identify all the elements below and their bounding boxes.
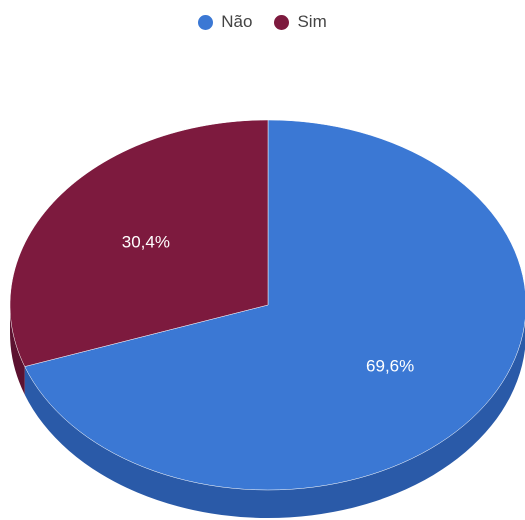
legend-label-nao: Não	[221, 12, 253, 31]
legend-item-sim[interactable]: Sim	[274, 12, 327, 32]
legend: Não Sim	[0, 12, 525, 32]
pie-side-1	[10, 305, 25, 395]
legend-swatch-nao	[198, 14, 214, 30]
pie-side-0	[24, 320, 525, 518]
legend-label-sim: Sim	[297, 12, 327, 31]
pie-slice-0[interactable]	[24, 119, 525, 491]
legend-item-nao[interactable]: Não	[198, 12, 252, 32]
pie-slice-1[interactable]	[9, 119, 269, 367]
pie-slice-label-0: 69,6%	[366, 356, 414, 375]
pie-slice-label-1: 30,4%	[122, 233, 170, 252]
legend-swatch-sim	[274, 14, 290, 30]
